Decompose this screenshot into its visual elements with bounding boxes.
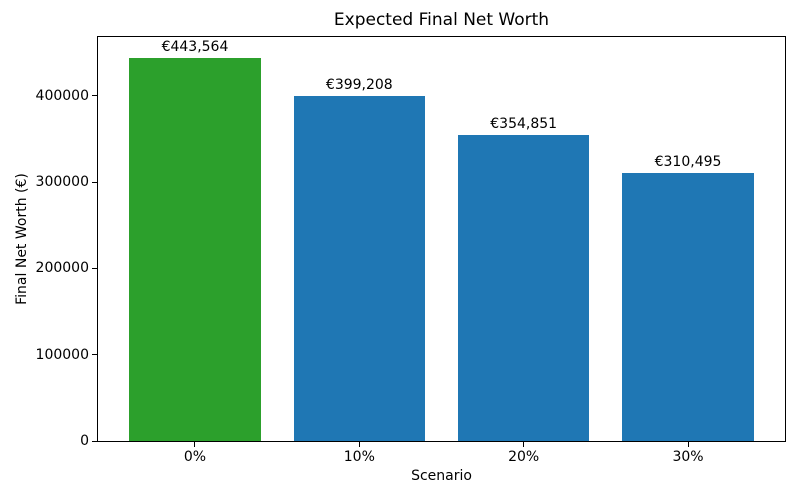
x-tick-label: 10% xyxy=(343,449,375,465)
y-tick-label: 200000 xyxy=(35,260,89,277)
y-axis-label: Final Net Worth (€) xyxy=(14,173,30,305)
x-axis-label: Scenario xyxy=(411,468,472,484)
bar xyxy=(457,134,590,441)
x-tick xyxy=(687,442,689,447)
y-tick-label: 0 xyxy=(80,433,89,449)
bar-value-label: €399,208 xyxy=(325,77,393,94)
plot-area: €443,564 €399,208 €354,851 €310,495 0 100000… xyxy=(36,36,786,464)
chart-title: Expected Final Net Worth xyxy=(333,10,550,30)
bar-value-label: €310,495 xyxy=(654,153,722,170)
bar-value-label: €354,851 xyxy=(490,115,558,132)
bar-value-label: €443,564 xyxy=(161,39,229,56)
x-tick-label: 0% xyxy=(183,449,207,465)
x-tick-label: 30% xyxy=(672,449,704,465)
bar xyxy=(622,172,754,441)
y-tick-label: 300000 xyxy=(35,174,89,191)
x-tick-label: 20% xyxy=(508,449,540,465)
y-tick xyxy=(92,181,97,183)
y-tick xyxy=(92,95,97,97)
y-tick xyxy=(92,267,97,269)
y-tick xyxy=(92,354,97,356)
bar xyxy=(293,96,426,441)
x-tick xyxy=(194,442,196,447)
x-tick xyxy=(358,442,360,447)
x-tick xyxy=(523,442,525,447)
y-tick-label: 100000 xyxy=(35,346,89,363)
y-tick-label: 400000 xyxy=(35,87,89,104)
y-tick xyxy=(92,440,97,442)
bar xyxy=(129,58,261,441)
